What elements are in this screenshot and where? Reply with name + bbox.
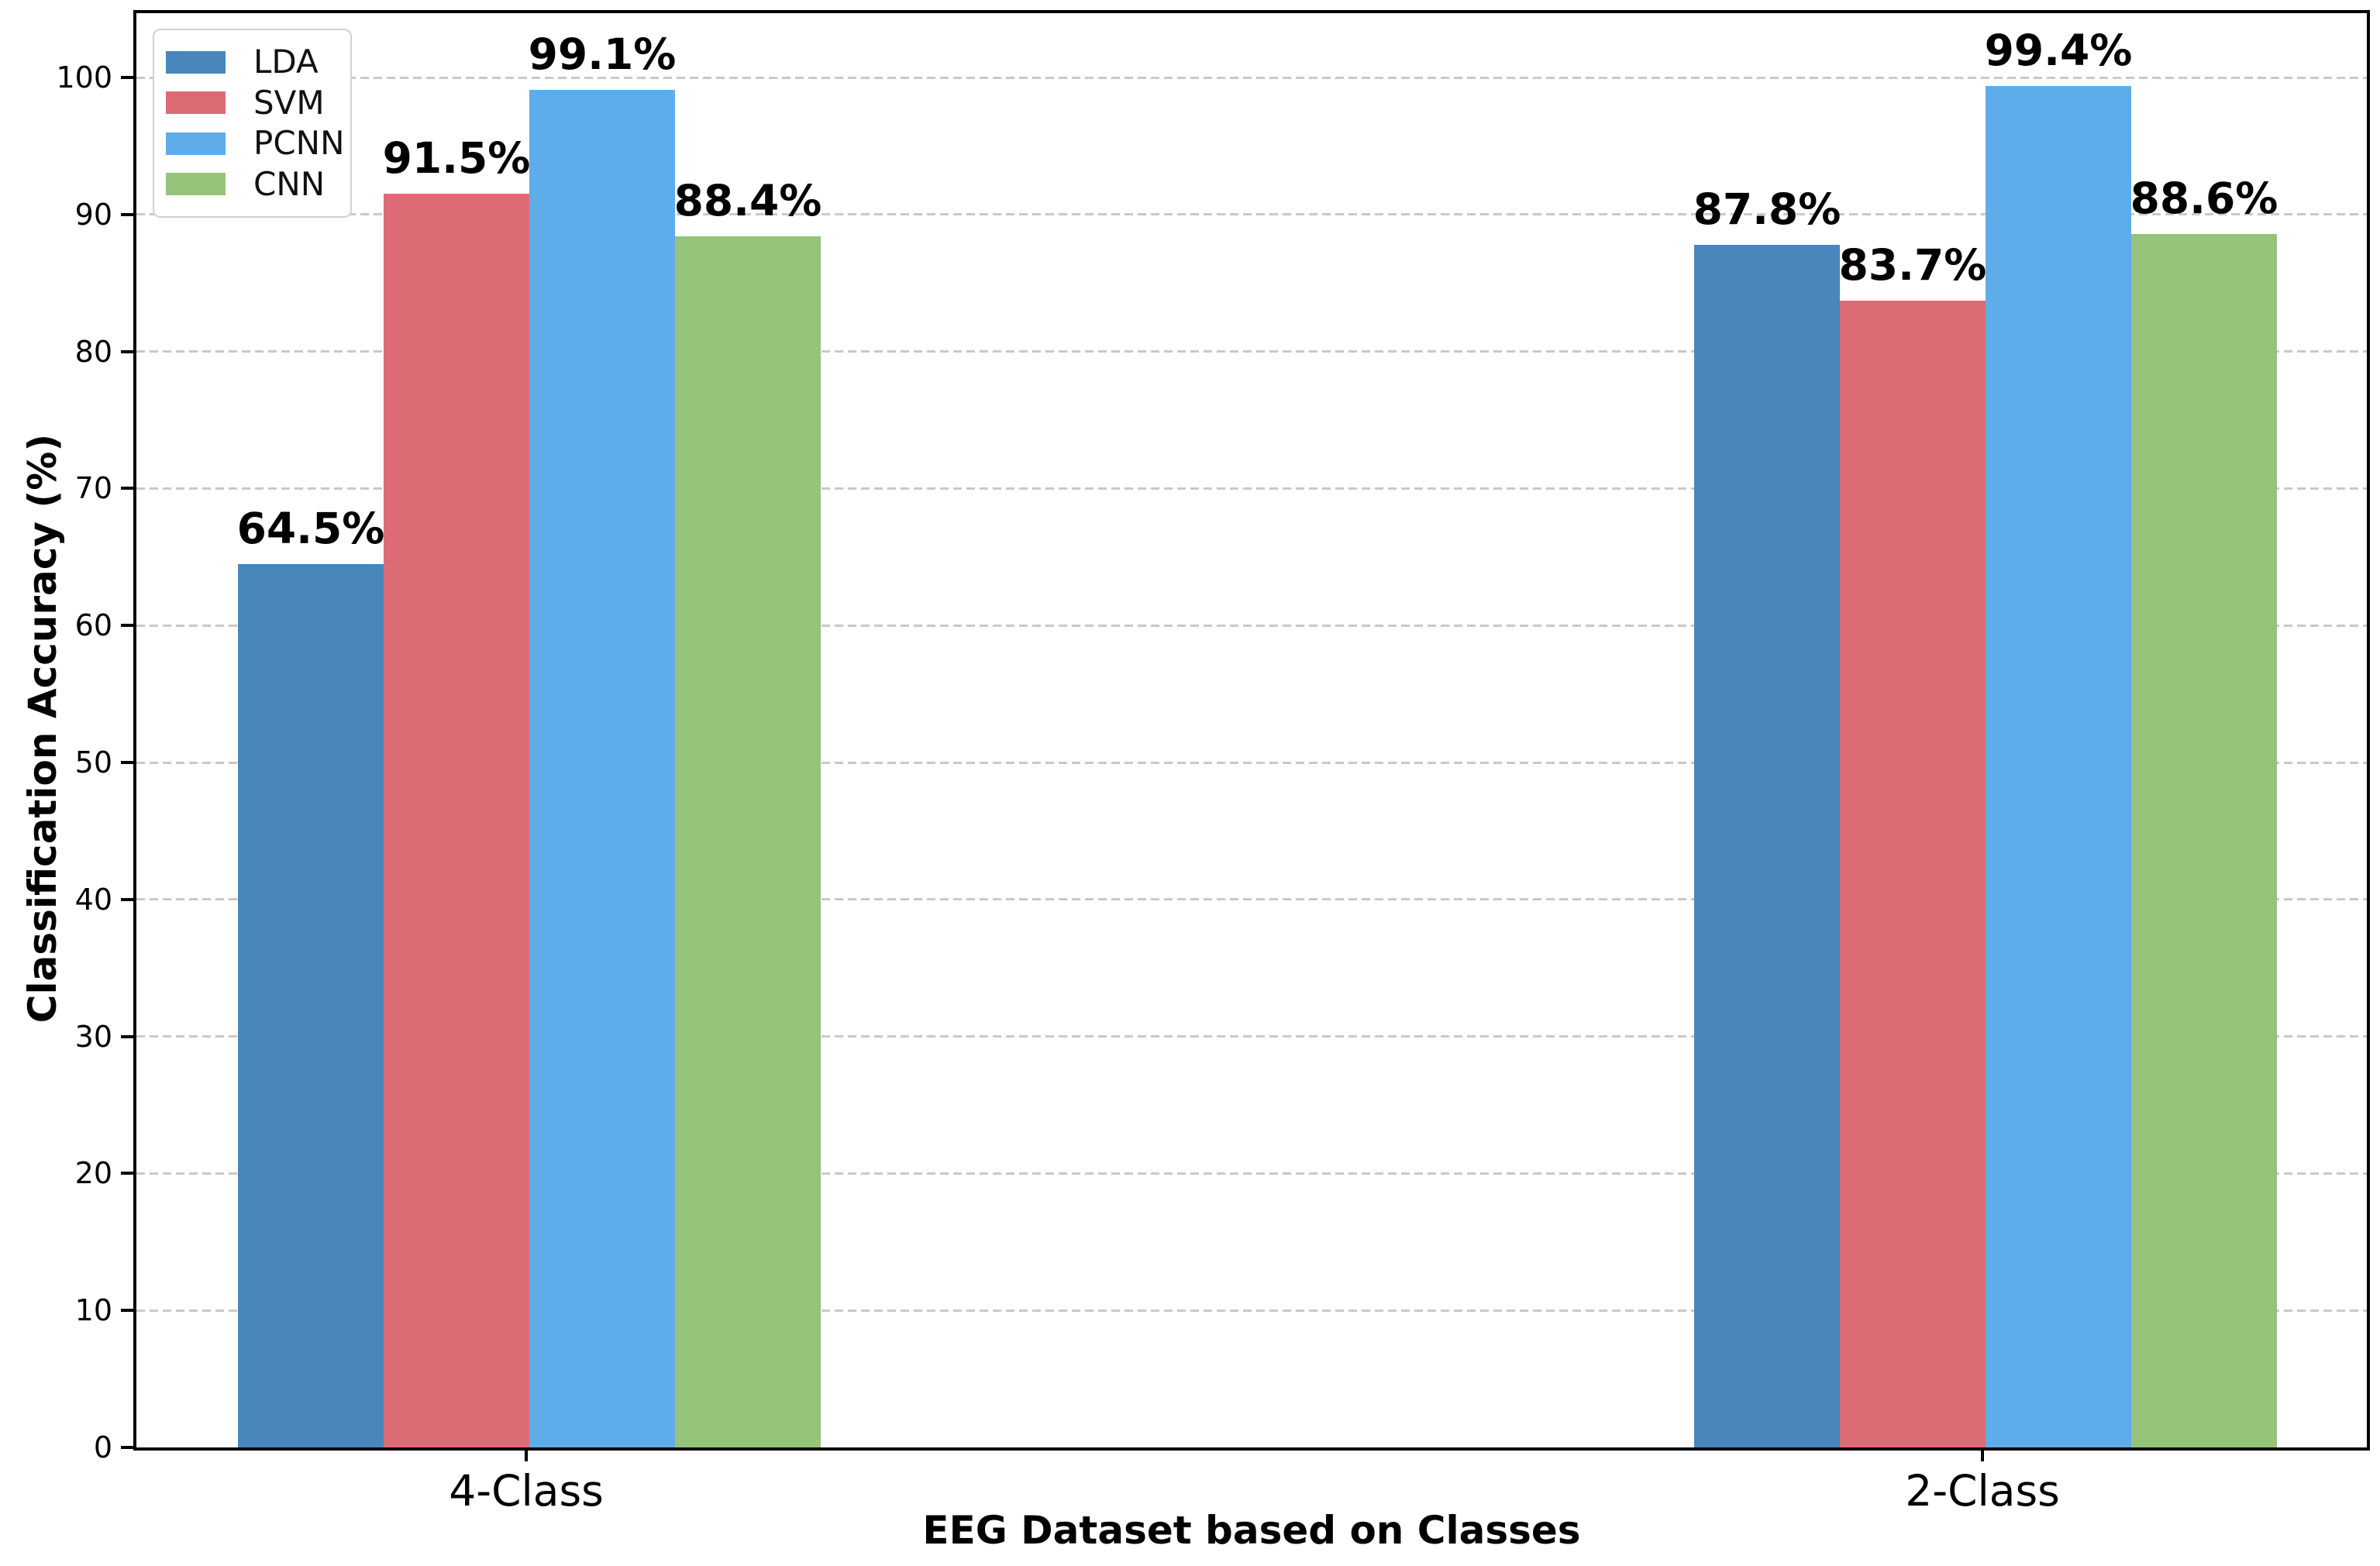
gridline-10 bbox=[136, 1309, 2367, 1312]
y-tick-mark-70 bbox=[121, 487, 133, 490]
bar-lda-2-class bbox=[1694, 244, 1840, 1447]
bar-value-label-cnn-2-class: 88.6% bbox=[2130, 173, 2278, 223]
y-axis-label: Classification Accuracy (%) bbox=[20, 433, 65, 1024]
bar-value-label-lda-4-class: 64.5% bbox=[236, 503, 385, 553]
bar-value-label-pcnn-2-class: 99.4% bbox=[1984, 25, 2133, 75]
legend-swatch-cnn bbox=[166, 173, 226, 196]
y-tick-label-80: 80 bbox=[74, 334, 112, 369]
bar-svm-2-class bbox=[1840, 301, 1986, 1447]
y-tick-mark-60 bbox=[121, 624, 133, 628]
legend-item-lda: LDA bbox=[166, 46, 350, 78]
bar-lda-4-class bbox=[238, 563, 384, 1447]
bar-value-label-pcnn-4-class: 99.1% bbox=[528, 29, 677, 79]
x-tick-mark-4-class bbox=[525, 1447, 528, 1461]
legend-swatch-pcnn bbox=[166, 132, 226, 155]
y-tick-mark-30 bbox=[121, 1034, 133, 1038]
gridline-50 bbox=[136, 761, 2367, 764]
y-tick-label-30: 30 bbox=[74, 1019, 112, 1054]
y-tick-mark-10 bbox=[121, 1309, 133, 1313]
legend-item-svm: SVM bbox=[166, 83, 350, 122]
legend: LDA SVM PCNN CNN bbox=[153, 29, 352, 218]
legend-label-svm: SVM bbox=[253, 83, 325, 122]
bar-value-label-cnn-4-class: 88.4% bbox=[673, 176, 822, 226]
gridline-60 bbox=[136, 624, 2367, 627]
legend-label-lda: LDA bbox=[253, 43, 319, 81]
bar-svm-4-class bbox=[384, 194, 529, 1447]
x-axis-label: EEG Dataset based on Classes bbox=[922, 1508, 1581, 1553]
y-tick-mark-20 bbox=[121, 1172, 133, 1175]
y-tick-label-10: 10 bbox=[74, 1293, 112, 1328]
legend-swatch-svm bbox=[166, 91, 226, 115]
gridline-90 bbox=[136, 213, 2367, 216]
gridline-70 bbox=[136, 487, 2367, 490]
plot-area: LDA SVM PCNN CNN 64.5% 87.8% 91.5% 83.7% 99.1% 9… bbox=[133, 10, 2370, 1451]
legend-label-cnn: CNN bbox=[253, 164, 325, 203]
x-tick-mark-2-class bbox=[1981, 1447, 1984, 1461]
gridline-100 bbox=[136, 76, 2367, 79]
y-tick-label-70: 70 bbox=[74, 471, 112, 506]
y-tick-mark-50 bbox=[121, 761, 133, 764]
legend-label-pcnn: PCNN bbox=[253, 124, 345, 163]
y-tick-mark-40 bbox=[121, 897, 133, 901]
legend-item-cnn: CNN bbox=[166, 164, 350, 203]
bar-value-label-lda-2-class: 87.8% bbox=[1693, 184, 1841, 234]
y-tick-label-100: 100 bbox=[56, 60, 112, 95]
y-tick-label-90: 90 bbox=[74, 197, 112, 232]
bar-pcnn-2-class bbox=[1986, 85, 2131, 1447]
bar-cnn-2-class bbox=[2131, 233, 2277, 1447]
gridline-20 bbox=[136, 1172, 2367, 1175]
x-tick-label-4-class: 4-Class bbox=[449, 1466, 604, 1516]
gridline-30 bbox=[136, 1035, 2367, 1038]
bar-pcnn-4-class bbox=[529, 89, 675, 1447]
y-tick-label-50: 50 bbox=[74, 745, 112, 780]
bar-value-label-svm-2-class: 83.7% bbox=[1838, 240, 1987, 291]
y-tick-label-0: 0 bbox=[93, 1430, 112, 1464]
y-tick-label-40: 40 bbox=[74, 882, 112, 917]
legend-swatch-lda bbox=[166, 50, 226, 74]
y-tick-label-20: 20 bbox=[74, 1156, 112, 1191]
y-tick-mark-80 bbox=[121, 349, 133, 353]
legend-item-pcnn: PCNN bbox=[166, 127, 350, 160]
y-tick-mark-90 bbox=[121, 212, 133, 216]
y-tick-mark-0 bbox=[121, 1446, 133, 1449]
bar-cnn-4-class bbox=[675, 236, 821, 1447]
bar-value-label-svm-4-class: 91.5% bbox=[382, 133, 531, 184]
x-tick-label-2-class: 2-Class bbox=[1905, 1466, 2060, 1516]
gridline-40 bbox=[136, 898, 2367, 901]
gridline-80 bbox=[136, 350, 2367, 353]
y-tick-label-60: 60 bbox=[74, 608, 112, 643]
y-tick-mark-100 bbox=[121, 76, 133, 79]
